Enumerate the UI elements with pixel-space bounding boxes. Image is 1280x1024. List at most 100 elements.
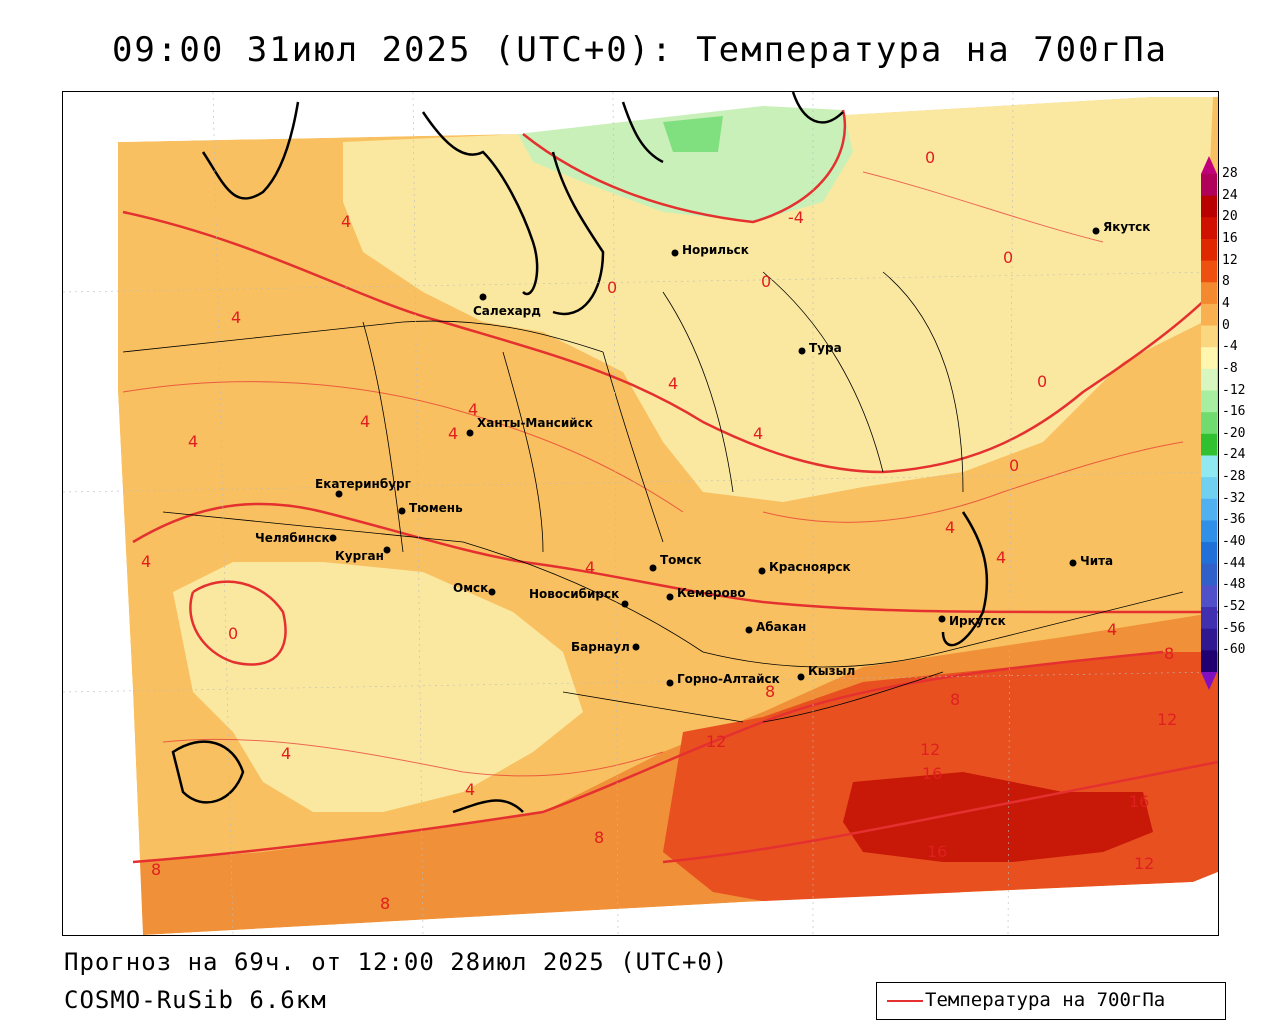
isoline-label: 4 bbox=[468, 400, 478, 419]
colorbar-cell bbox=[1201, 260, 1217, 283]
city-label: Челябинск bbox=[255, 531, 330, 545]
legend-line-swatch bbox=[887, 1000, 923, 1002]
city-label: Иркутск bbox=[949, 614, 1006, 628]
band-cold-2 bbox=[663, 116, 723, 152]
city-label: Барнаул bbox=[571, 640, 630, 654]
colorbar-tick-label: 0 bbox=[1222, 317, 1230, 333]
isoline-label: 0 bbox=[228, 624, 238, 643]
city-label: Норильск bbox=[682, 243, 749, 257]
colorbar-cell bbox=[1201, 520, 1217, 543]
city-dot-tyumen bbox=[398, 507, 406, 515]
colorbar-tick-label: -16 bbox=[1222, 404, 1246, 420]
city-dot-gorno-altaysk bbox=[666, 679, 674, 687]
city-label: Курган bbox=[335, 549, 384, 563]
colorbar-tick-label: -48 bbox=[1222, 577, 1246, 593]
colorbar-cell bbox=[1201, 477, 1217, 500]
isoline-label: 4 bbox=[753, 424, 763, 443]
city-label: Омск bbox=[453, 581, 488, 595]
isoline-label: -4 bbox=[788, 208, 804, 227]
isoline-label: 4 bbox=[360, 412, 370, 431]
city-dot-chita bbox=[1069, 559, 1077, 567]
city-label: Новосибирск bbox=[529, 587, 619, 601]
colorbar-cell bbox=[1201, 390, 1217, 413]
colorbar-tick-label: 12 bbox=[1222, 252, 1238, 268]
colorbar-cell bbox=[1201, 195, 1217, 218]
colorbar-tick-label: -44 bbox=[1222, 555, 1246, 571]
colorbar-tick-label: -32 bbox=[1222, 490, 1246, 506]
city-dot-tura bbox=[798, 347, 806, 355]
legend-label: Температура на 700гПа bbox=[925, 989, 1166, 1011]
city-dot-kurgan bbox=[383, 546, 391, 554]
isoline-label: 12 bbox=[1157, 710, 1177, 729]
isoline-label: 8 bbox=[151, 860, 161, 879]
colorbar-tick-label: 28 bbox=[1222, 166, 1238, 181]
colorbar-tick-label: -4 bbox=[1222, 339, 1238, 355]
isoline-label: 0 bbox=[1037, 372, 1047, 391]
colorbar-tick-label: -20 bbox=[1222, 425, 1246, 441]
colorbar-cells bbox=[1201, 174, 1217, 673]
isoline-label: 0 bbox=[925, 148, 935, 167]
city-dot-salekhard bbox=[479, 293, 487, 301]
band-cold bbox=[518, 106, 853, 222]
isoline-label: 4 bbox=[141, 552, 151, 571]
legend: Температура на 700гПа bbox=[876, 982, 1226, 1020]
colorbar-cell bbox=[1201, 498, 1217, 521]
colorbar-tick-label: -28 bbox=[1222, 469, 1246, 485]
colorbar-cell bbox=[1201, 368, 1217, 392]
colorbar-tick-label: -12 bbox=[1222, 382, 1246, 398]
colorbar-cell bbox=[1201, 217, 1217, 240]
colorbar-cell bbox=[1201, 563, 1217, 586]
city-label: Салехард bbox=[473, 304, 541, 318]
forecast-info: Прогноз на 69ч. от 12:00 28июл 2025 (UTC… bbox=[64, 948, 729, 976]
isoline-label: 4 bbox=[668, 374, 678, 393]
colorbar-cell bbox=[1201, 347, 1217, 370]
city-dot-irkutsk bbox=[938, 615, 946, 623]
colorbar-cell bbox=[1201, 303, 1217, 327]
colorbar-tick-label: -24 bbox=[1222, 447, 1246, 463]
outside-domain-west bbox=[63, 92, 523, 935]
colorbar-tick-label: -52 bbox=[1222, 599, 1246, 615]
isoline-label: 8 bbox=[594, 828, 604, 847]
isoline-label: 4 bbox=[231, 308, 241, 327]
isoline-label: 16 bbox=[922, 764, 942, 783]
city-dot-ekaterinburg bbox=[335, 490, 343, 498]
city-dot-yakutsk bbox=[1092, 227, 1100, 235]
city-label: Тюмень bbox=[409, 501, 463, 515]
band-16-20 bbox=[843, 772, 1153, 862]
isolines bbox=[122, 109, 1218, 864]
isoline-label: 4 bbox=[281, 744, 291, 763]
colorbar-tick-label: -40 bbox=[1222, 534, 1246, 550]
city-label: Якутск bbox=[1103, 220, 1150, 234]
colorbar-cell bbox=[1201, 238, 1217, 262]
isoline-label: 4 bbox=[945, 518, 955, 537]
isoline-label: 4 bbox=[188, 432, 198, 451]
isoline-label: 4 bbox=[448, 424, 458, 443]
isoline-labels: 0 0 0 0 0 0 0 -4 4 4 4 4 4 4 4 4 4 4 4 4… bbox=[141, 148, 1177, 913]
city-dot-kyzyl bbox=[797, 673, 805, 681]
colorbar-bottom-arrow bbox=[1201, 672, 1217, 690]
city-markers: Якутск Норильск Салехард Тура Ханты-Манс… bbox=[255, 220, 1150, 687]
isoline-label: 8 bbox=[765, 682, 775, 701]
isoline-label: 4 bbox=[465, 780, 475, 799]
colorbar-cell bbox=[1201, 174, 1217, 197]
colorbar-cell bbox=[1201, 412, 1217, 435]
city-dot-abakan bbox=[745, 626, 753, 634]
temperature-colorbar bbox=[1201, 156, 1217, 690]
colorbar-tick-label: 8 bbox=[1222, 274, 1230, 290]
colorbar-tick-label: -60 bbox=[1222, 642, 1246, 658]
colorbar-tick-label: 20 bbox=[1222, 209, 1238, 225]
admin-borders bbox=[122, 271, 1184, 723]
city-label: Тура bbox=[809, 341, 842, 355]
city-dot-khanty-mansiysk bbox=[466, 429, 474, 437]
colorbar-cell bbox=[1201, 282, 1217, 305]
isoline-label: 16 bbox=[927, 842, 947, 861]
band-0-4-south bbox=[173, 562, 583, 812]
colorbar-tick-label: 24 bbox=[1222, 187, 1238, 203]
city-label: Красноярск bbox=[769, 560, 851, 574]
isoline-label: 4 bbox=[341, 212, 351, 231]
city-dot-chelyabinsk bbox=[329, 534, 337, 542]
colorbar-cell bbox=[1201, 607, 1217, 630]
city-dot-kemerovo bbox=[666, 593, 674, 601]
city-dot-omsk bbox=[488, 588, 496, 596]
city-label: Абакан bbox=[756, 620, 806, 634]
